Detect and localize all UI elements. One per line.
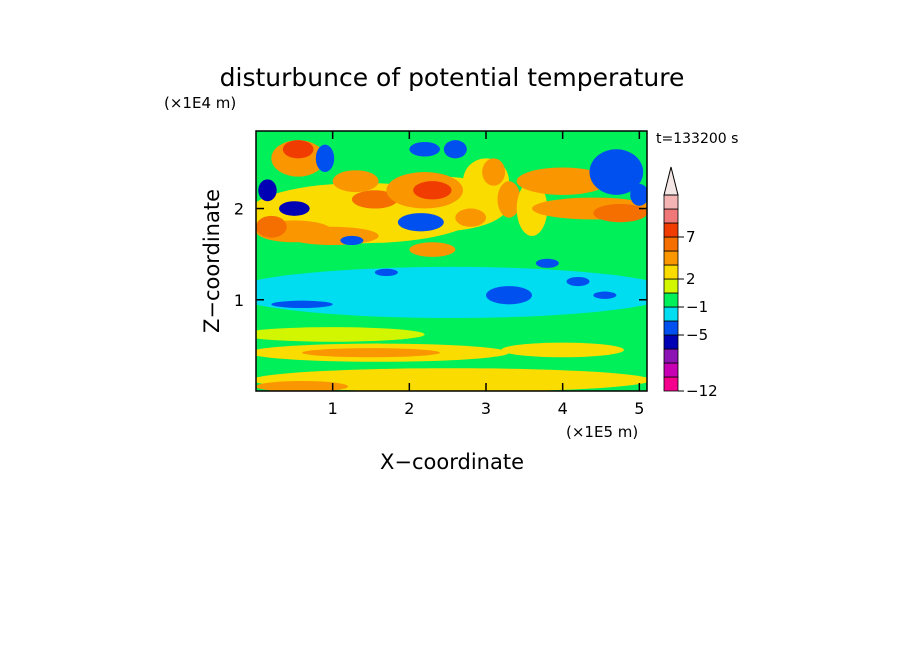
contour-region: [279, 201, 310, 216]
contour-region: [256, 368, 647, 391]
contour-region: [294, 268, 540, 309]
contour-region: [351, 190, 398, 209]
heatmap-field: [256, 131, 647, 391]
contour-region: [535, 258, 559, 268]
x-unit-label: (×1E5 m): [566, 423, 638, 441]
y-unit-label: (×1E4 m): [164, 94, 236, 112]
x-axis-label: X−coordinate: [380, 450, 524, 474]
x-tick-label: 5: [634, 399, 644, 418]
colorbar-bin: [663, 320, 679, 336]
contour-region: [409, 141, 440, 157]
colorbar: −12−5−127: [663, 166, 718, 400]
colorbar-bin: [663, 306, 679, 322]
colorbar-bin: [663, 278, 679, 294]
colorbar-bin: [663, 376, 679, 392]
contour-region: [593, 291, 617, 299]
colorbar-extend-max: [663, 166, 679, 196]
contour-region: [593, 203, 647, 223]
contour-region: [413, 181, 452, 200]
contour-region: [501, 342, 624, 358]
x-tick-label: 1: [328, 399, 338, 418]
colorbar-bin: [663, 208, 679, 224]
contour-region: [397, 213, 444, 232]
colorbar-label: 7: [686, 228, 696, 246]
colorbar-bin: [663, 222, 679, 238]
contour-region: [256, 215, 287, 238]
colorbar-label: 2: [686, 270, 696, 288]
colorbar-label: −12: [686, 382, 718, 400]
colorbar-bin: [663, 348, 679, 364]
y-tick-label: 2: [234, 200, 244, 219]
contour-region: [374, 268, 398, 277]
plot-frame: [255, 130, 648, 392]
chart-title: disturbunce of potential temperature: [220, 63, 685, 92]
contour-region: [486, 286, 532, 305]
contour-region: [315, 144, 335, 173]
colorbar-label: −5: [686, 326, 708, 344]
time-label: t=133200 s: [656, 131, 738, 147]
x-tick-label: 2: [404, 399, 414, 418]
contour-region: [302, 348, 440, 358]
contour-region: [340, 235, 364, 246]
y-axis-label: Z−coordinate: [200, 189, 224, 333]
contour-region: [630, 183, 647, 206]
colorbar-bin: [663, 334, 679, 350]
contour-region: [256, 380, 348, 391]
colorbar-label: −1: [686, 298, 708, 316]
contour-region: [256, 327, 425, 342]
contour-region: [271, 300, 333, 308]
y-axis: 12: [234, 200, 647, 310]
colorbar-bin: [663, 236, 679, 252]
colorbar-bin: [663, 194, 679, 210]
contour-region: [443, 140, 467, 159]
x-tick-label: 4: [558, 399, 568, 418]
x-axis: 1 2 3 4 5: [328, 131, 644, 418]
contour-region: [497, 181, 521, 218]
x-tick-label: 3: [481, 399, 491, 418]
y-tick-label: 1: [234, 291, 244, 310]
contour-region: [332, 170, 379, 193]
contour-region: [258, 179, 277, 202]
colorbar-bin: [663, 292, 679, 308]
contour-region: [282, 140, 314, 159]
contour-region: [589, 149, 644, 195]
contour-region: [482, 158, 506, 186]
contour-region: [409, 242, 456, 257]
contour-region: [566, 276, 590, 287]
colorbar-bin: [663, 250, 679, 266]
colorbar-bin: [663, 264, 679, 280]
contour-region: [455, 208, 486, 227]
contour-region: [516, 167, 609, 195]
contour-region: [286, 226, 379, 246]
colorbar-bin: [663, 362, 679, 378]
